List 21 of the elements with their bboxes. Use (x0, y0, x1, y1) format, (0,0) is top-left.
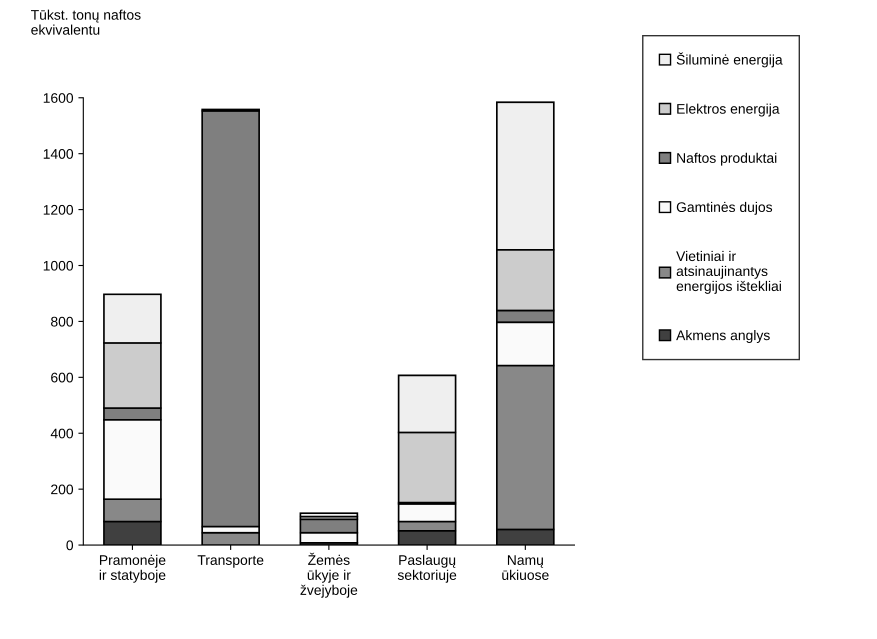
y-tick-label: 1000 (44, 260, 74, 271)
legend-label: Gamtinės dujos (676, 202, 772, 215)
x-tick-label: Pramonėje ir statyboje (100, 554, 166, 583)
x-tick-label: Žemės ūkyje ir žvejyboje (300, 552, 358, 598)
y-tick-label: 1600 (44, 93, 74, 103)
legend-label: Naftos produktai (677, 152, 776, 166)
y-tick-label: 0 (66, 540, 74, 550)
x-tick-label: Transporte (198, 555, 264, 568)
y-tick-label: 600 (51, 372, 74, 382)
y-tick-label: 400 (50, 428, 74, 438)
legend-label: Vietiniai ir atsinaujinantys energijos ištekliai (676, 250, 781, 294)
y-axis-title: Tūkst. tonų naftos ekvivalentu (31, 10, 141, 35)
y-tick-label: 1400 (44, 149, 74, 159)
legend-label: Akmens anglys (676, 330, 770, 343)
y-tick-label: 800 (51, 316, 74, 327)
legend-label: Šiluminė energija (676, 52, 783, 68)
x-tick-label: Paslaugų sektoriuje (398, 554, 456, 583)
y-tick-label: 200 (51, 484, 74, 494)
y-tick-label: 1200 (44, 204, 74, 215)
x-tick-label: Namų ūkiuose (502, 555, 549, 580)
legend-label: Elektros energija (677, 104, 780, 117)
